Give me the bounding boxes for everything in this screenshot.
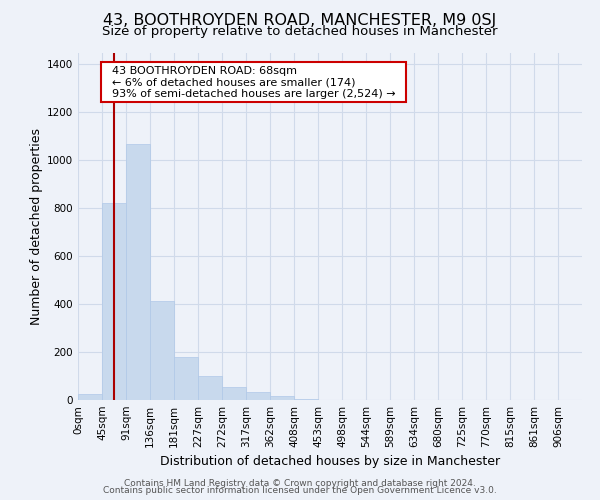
Y-axis label: Number of detached properties: Number of detached properties bbox=[30, 128, 43, 325]
Bar bbox=[150, 300, 174, 400]
Bar bbox=[270, 396, 294, 400]
Bar bbox=[294, 399, 318, 400]
Text: Size of property relative to detached houses in Manchester: Size of property relative to detached ho… bbox=[102, 25, 498, 38]
Text: 43, BOOTHROYDEN ROAD, MANCHESTER, M9 0SJ: 43, BOOTHROYDEN ROAD, MANCHESTER, M9 0SJ bbox=[103, 12, 497, 28]
Text: Contains public sector information licensed under the Open Government Licence v3: Contains public sector information licen… bbox=[103, 486, 497, 495]
Bar bbox=[78, 394, 102, 400]
Bar bbox=[198, 376, 222, 400]
Text: Contains HM Land Registry data © Crown copyright and database right 2024.: Contains HM Land Registry data © Crown c… bbox=[124, 478, 476, 488]
X-axis label: Distribution of detached houses by size in Manchester: Distribution of detached houses by size … bbox=[160, 456, 500, 468]
Bar bbox=[174, 357, 198, 400]
Text: 43 BOOTHROYDEN ROAD: 68sqm
  ← 6% of detached houses are smaller (174)
  93% of : 43 BOOTHROYDEN ROAD: 68sqm ← 6% of detac… bbox=[104, 66, 402, 99]
Bar bbox=[222, 387, 246, 400]
Bar bbox=[126, 144, 150, 400]
Bar bbox=[102, 204, 126, 400]
Bar bbox=[246, 392, 270, 400]
